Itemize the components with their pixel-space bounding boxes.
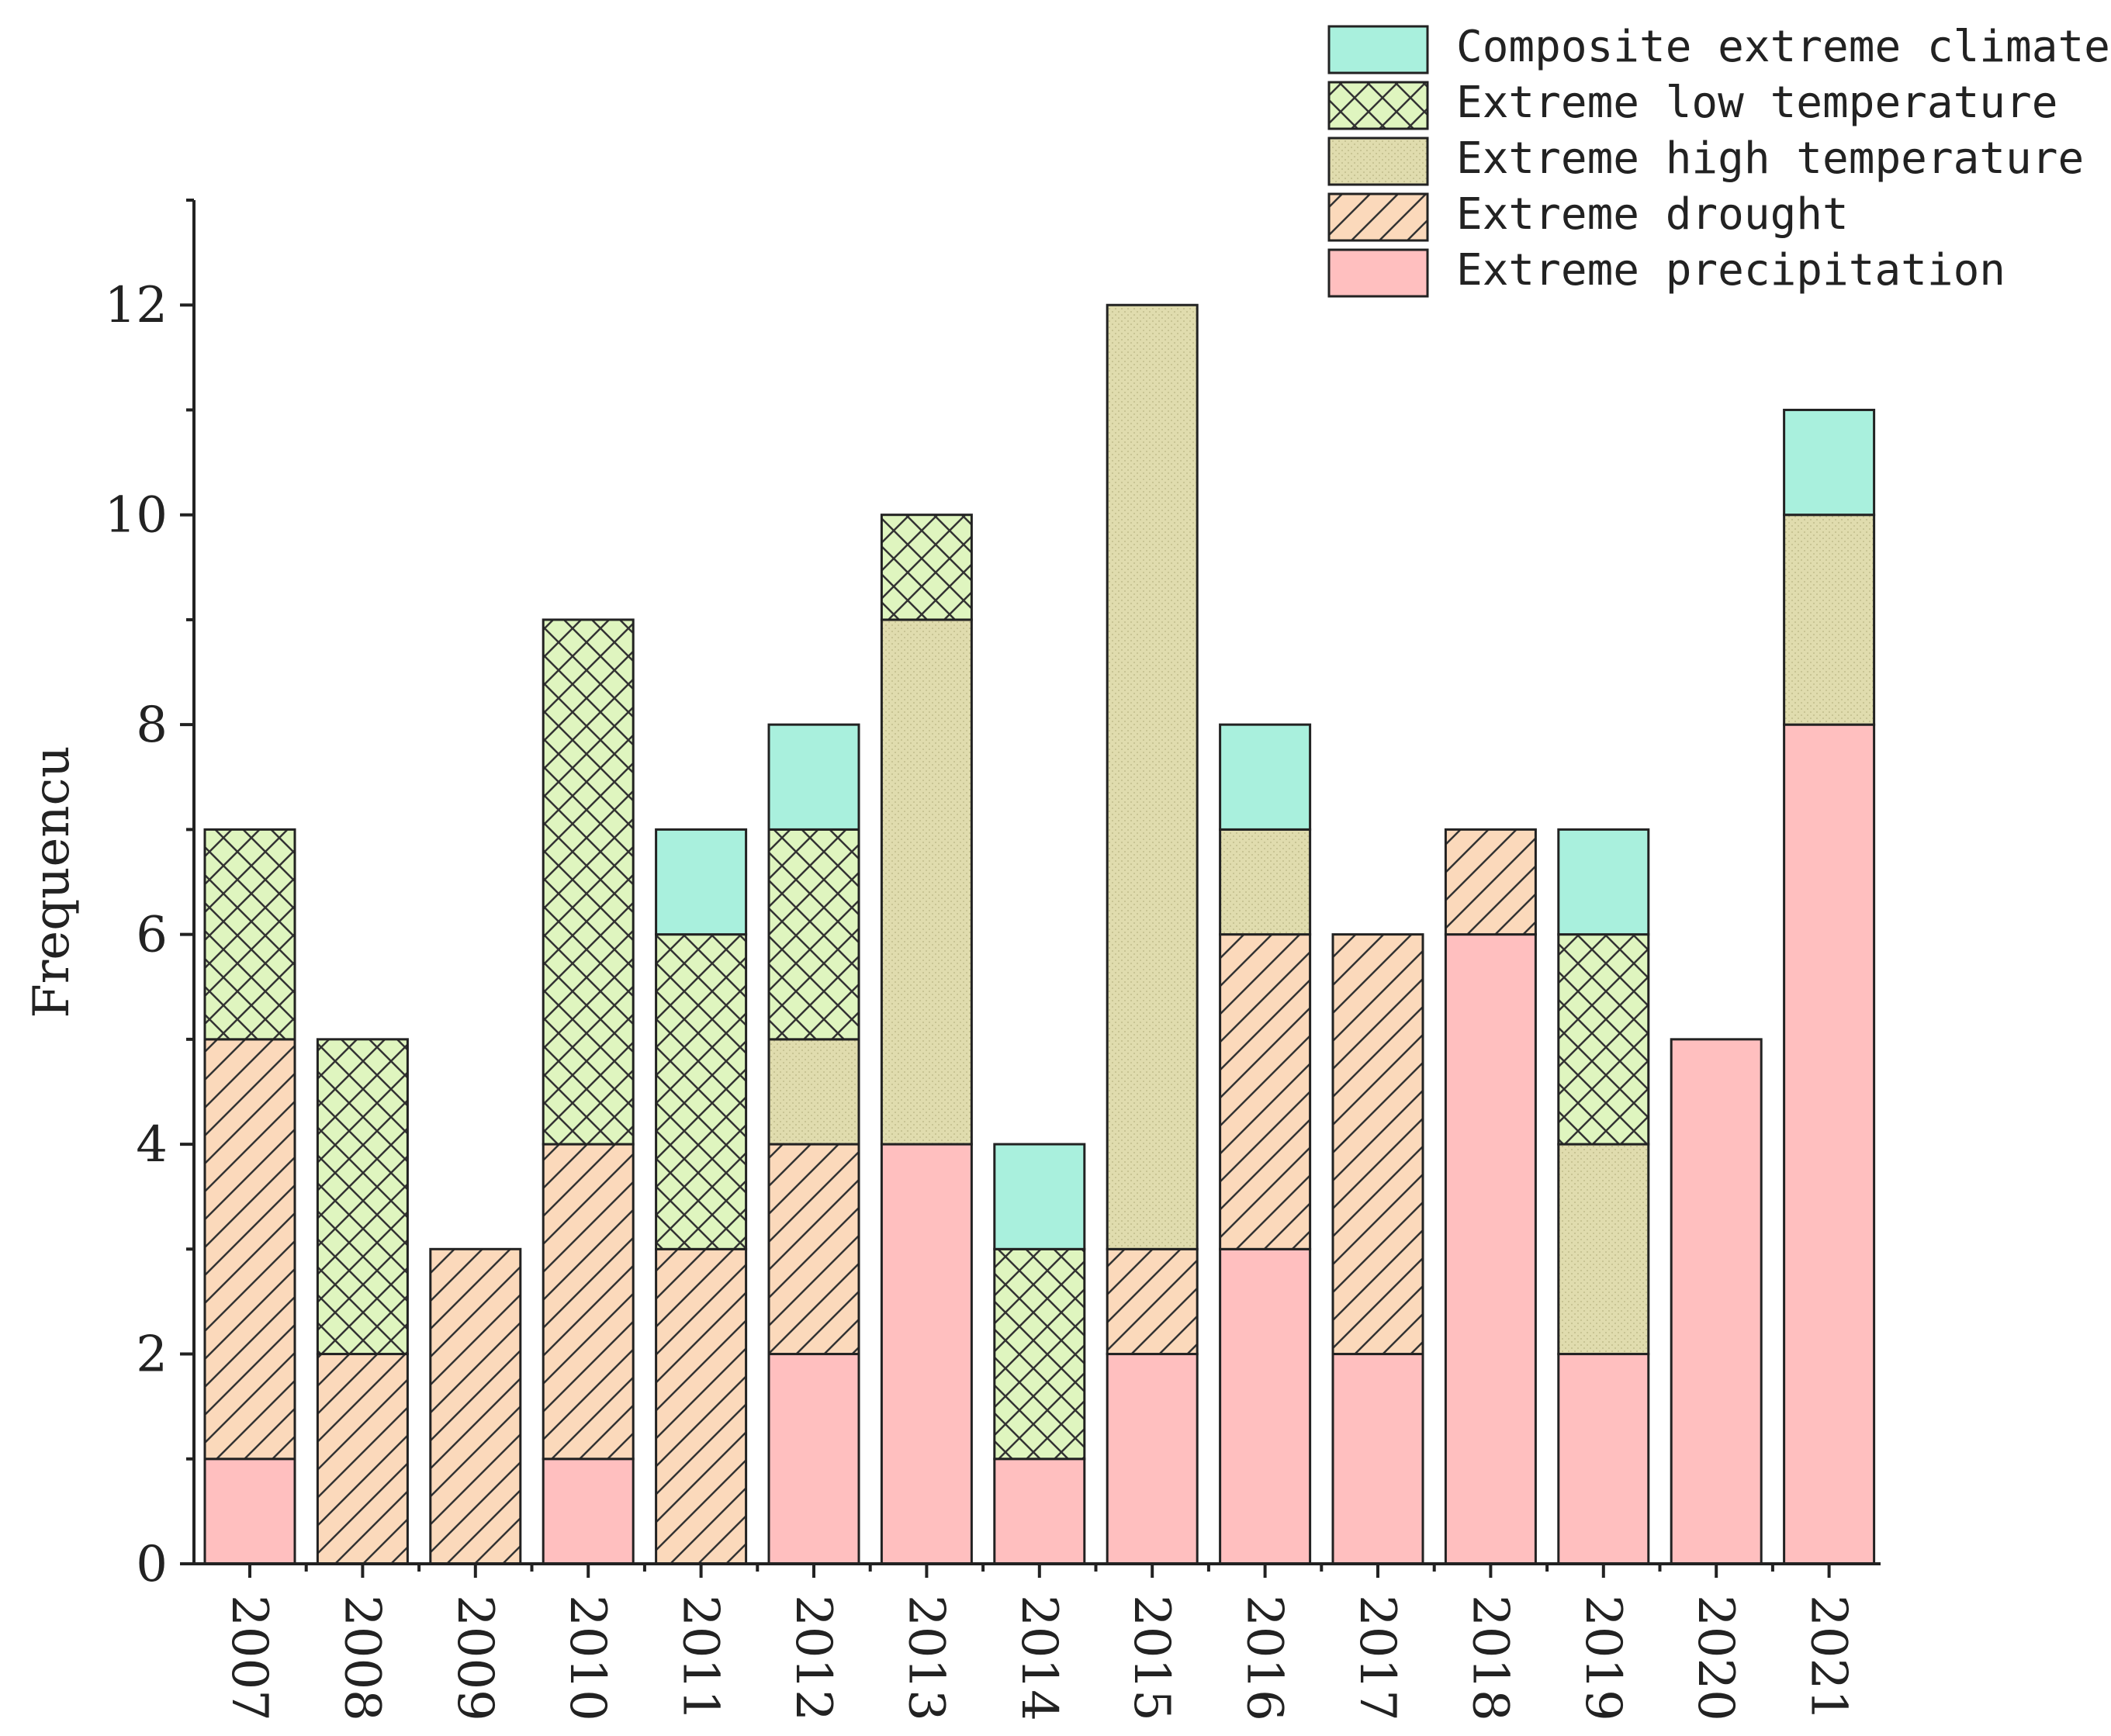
x-tick-label-2018: 2018 [1461,1595,1518,1721]
legend-swatch-0 [1327,248,1429,298]
bar-segment-2013-series-3 [880,514,973,621]
bar-segment-2008-series-1 [316,1353,409,1565]
x-tick-label-2012: 2012 [784,1595,842,1721]
bar-segment-2015-series-0 [1106,1353,1199,1565]
bar-segment-2019-series-4 [1557,828,1650,936]
legend-label-4: Composite extreme climate [1456,22,2110,72]
bar-segment-2015-series-1 [1106,1247,1199,1356]
bar-segment-2014-series-0 [993,1458,1086,1565]
bar-segment-2021-series-2 [1783,514,1876,726]
bar-segment-2012-series-4 [767,723,860,831]
bar-segment-2019-series-3 [1557,933,1650,1146]
y-axis-title: Frequencu [23,745,81,1018]
legend-swatch-3 [1327,81,1429,130]
bar-segment-2009-series-1 [429,1247,522,1565]
bar-segment-2010-series-0 [542,1458,635,1565]
y-tick-label: 8 [136,697,168,754]
x-tick-label-2011: 2011 [672,1595,729,1721]
bar-segment-2012-series-0 [767,1353,860,1565]
bar-segment-2014-series-3 [993,1247,1086,1461]
bar-segment-2021-series-4 [1783,408,1876,517]
bar-segment-2011-series-4 [655,828,748,936]
bar-segment-2016-series-2 [1219,828,1312,936]
bar-segment-2016-series-1 [1219,933,1312,1250]
legend-label-3: Extreme low temperature [1456,78,2057,128]
bar-segment-2011-series-3 [655,933,748,1250]
y-tick-label: 0 [136,1536,168,1593]
bar-segment-2018-series-0 [1444,933,1537,1565]
x-ticks: 2007 2008 2009 2010 2011 2012 2013 2014 2015 2016… [220,1564,1857,1721]
x-tick-label-2008: 2008 [333,1595,390,1721]
y-tick-label: 2 [136,1326,168,1384]
bar-segment-2019-series-2 [1557,1143,1650,1356]
x-tick-label-2020: 2020 [1687,1595,1744,1721]
bar-segment-2011-series-1 [655,1247,748,1565]
x-tick-label-2015: 2015 [1123,1595,1180,1721]
bar-segment-2008-series-3 [316,1038,409,1356]
bar-segment-2012-series-2 [767,1038,860,1146]
y-tick-label: 6 [136,907,168,964]
x-tick-label-2021: 2021 [1800,1595,1857,1721]
bar-segment-2016-series-0 [1219,1247,1312,1565]
bar-segment-2012-series-1 [767,1143,860,1356]
x-tick-label-2007: 2007 [220,1595,278,1721]
y-tick-label: 12 [105,277,168,334]
legend-label-0: Extreme precipitation [1456,245,2005,296]
legend-swatch-2 [1327,137,1429,186]
bar-segment-2013-series-0 [880,1143,973,1565]
bar-segment-2010-series-1 [542,1143,635,1461]
x-tick-label-2010: 2010 [559,1595,616,1721]
y-tick-label: 4 [136,1116,168,1174]
bar-segment-2015-series-2 [1106,303,1199,1250]
bar-segment-2007-series-1 [203,1038,296,1461]
bar-segment-2017-series-0 [1331,1353,1424,1565]
bars-layer [203,303,1876,1565]
legend-swatch-4 [1327,25,1429,74]
bar-segment-2018-series-1 [1444,828,1537,936]
legend-label-2: Extreme high temperature [1456,133,2084,184]
x-tick-label-2019: 2019 [1574,1595,1632,1721]
x-tick-label-2014: 2014 [1010,1595,1068,1721]
y-tick-label: 10 [105,487,168,545]
x-tick-label-2016: 2016 [1236,1595,1293,1721]
x-tick-label-2017: 2017 [1348,1595,1406,1721]
bar-segment-2014-series-4 [993,1143,1086,1250]
bar-segment-2012-series-3 [767,828,860,1041]
bar-segment-2007-series-0 [203,1458,296,1565]
bar-segment-2013-series-2 [880,618,973,1146]
legend-label-1: Extreme drought [1456,189,1849,240]
bar-segment-2007-series-3 [203,828,296,1041]
bar-segment-2019-series-0 [1557,1353,1650,1565]
bar-segment-2016-series-4 [1219,723,1312,831]
y-ticks: 0 2 4 6 8 10 12 [105,199,194,1593]
bar-segment-2017-series-1 [1331,933,1424,1356]
legend: Composite extreme climate Extreme low tem… [1327,22,2110,298]
x-tick-label-2009: 2009 [446,1595,504,1721]
axes [192,200,1881,1565]
x-tick-label-2013: 2013 [897,1595,954,1721]
legend-swatch-1 [1327,192,1429,242]
bar-segment-2010-series-3 [542,618,635,1146]
bar-segment-2020-series-0 [1670,1038,1763,1565]
bar-segment-2021-series-0 [1783,723,1876,1565]
